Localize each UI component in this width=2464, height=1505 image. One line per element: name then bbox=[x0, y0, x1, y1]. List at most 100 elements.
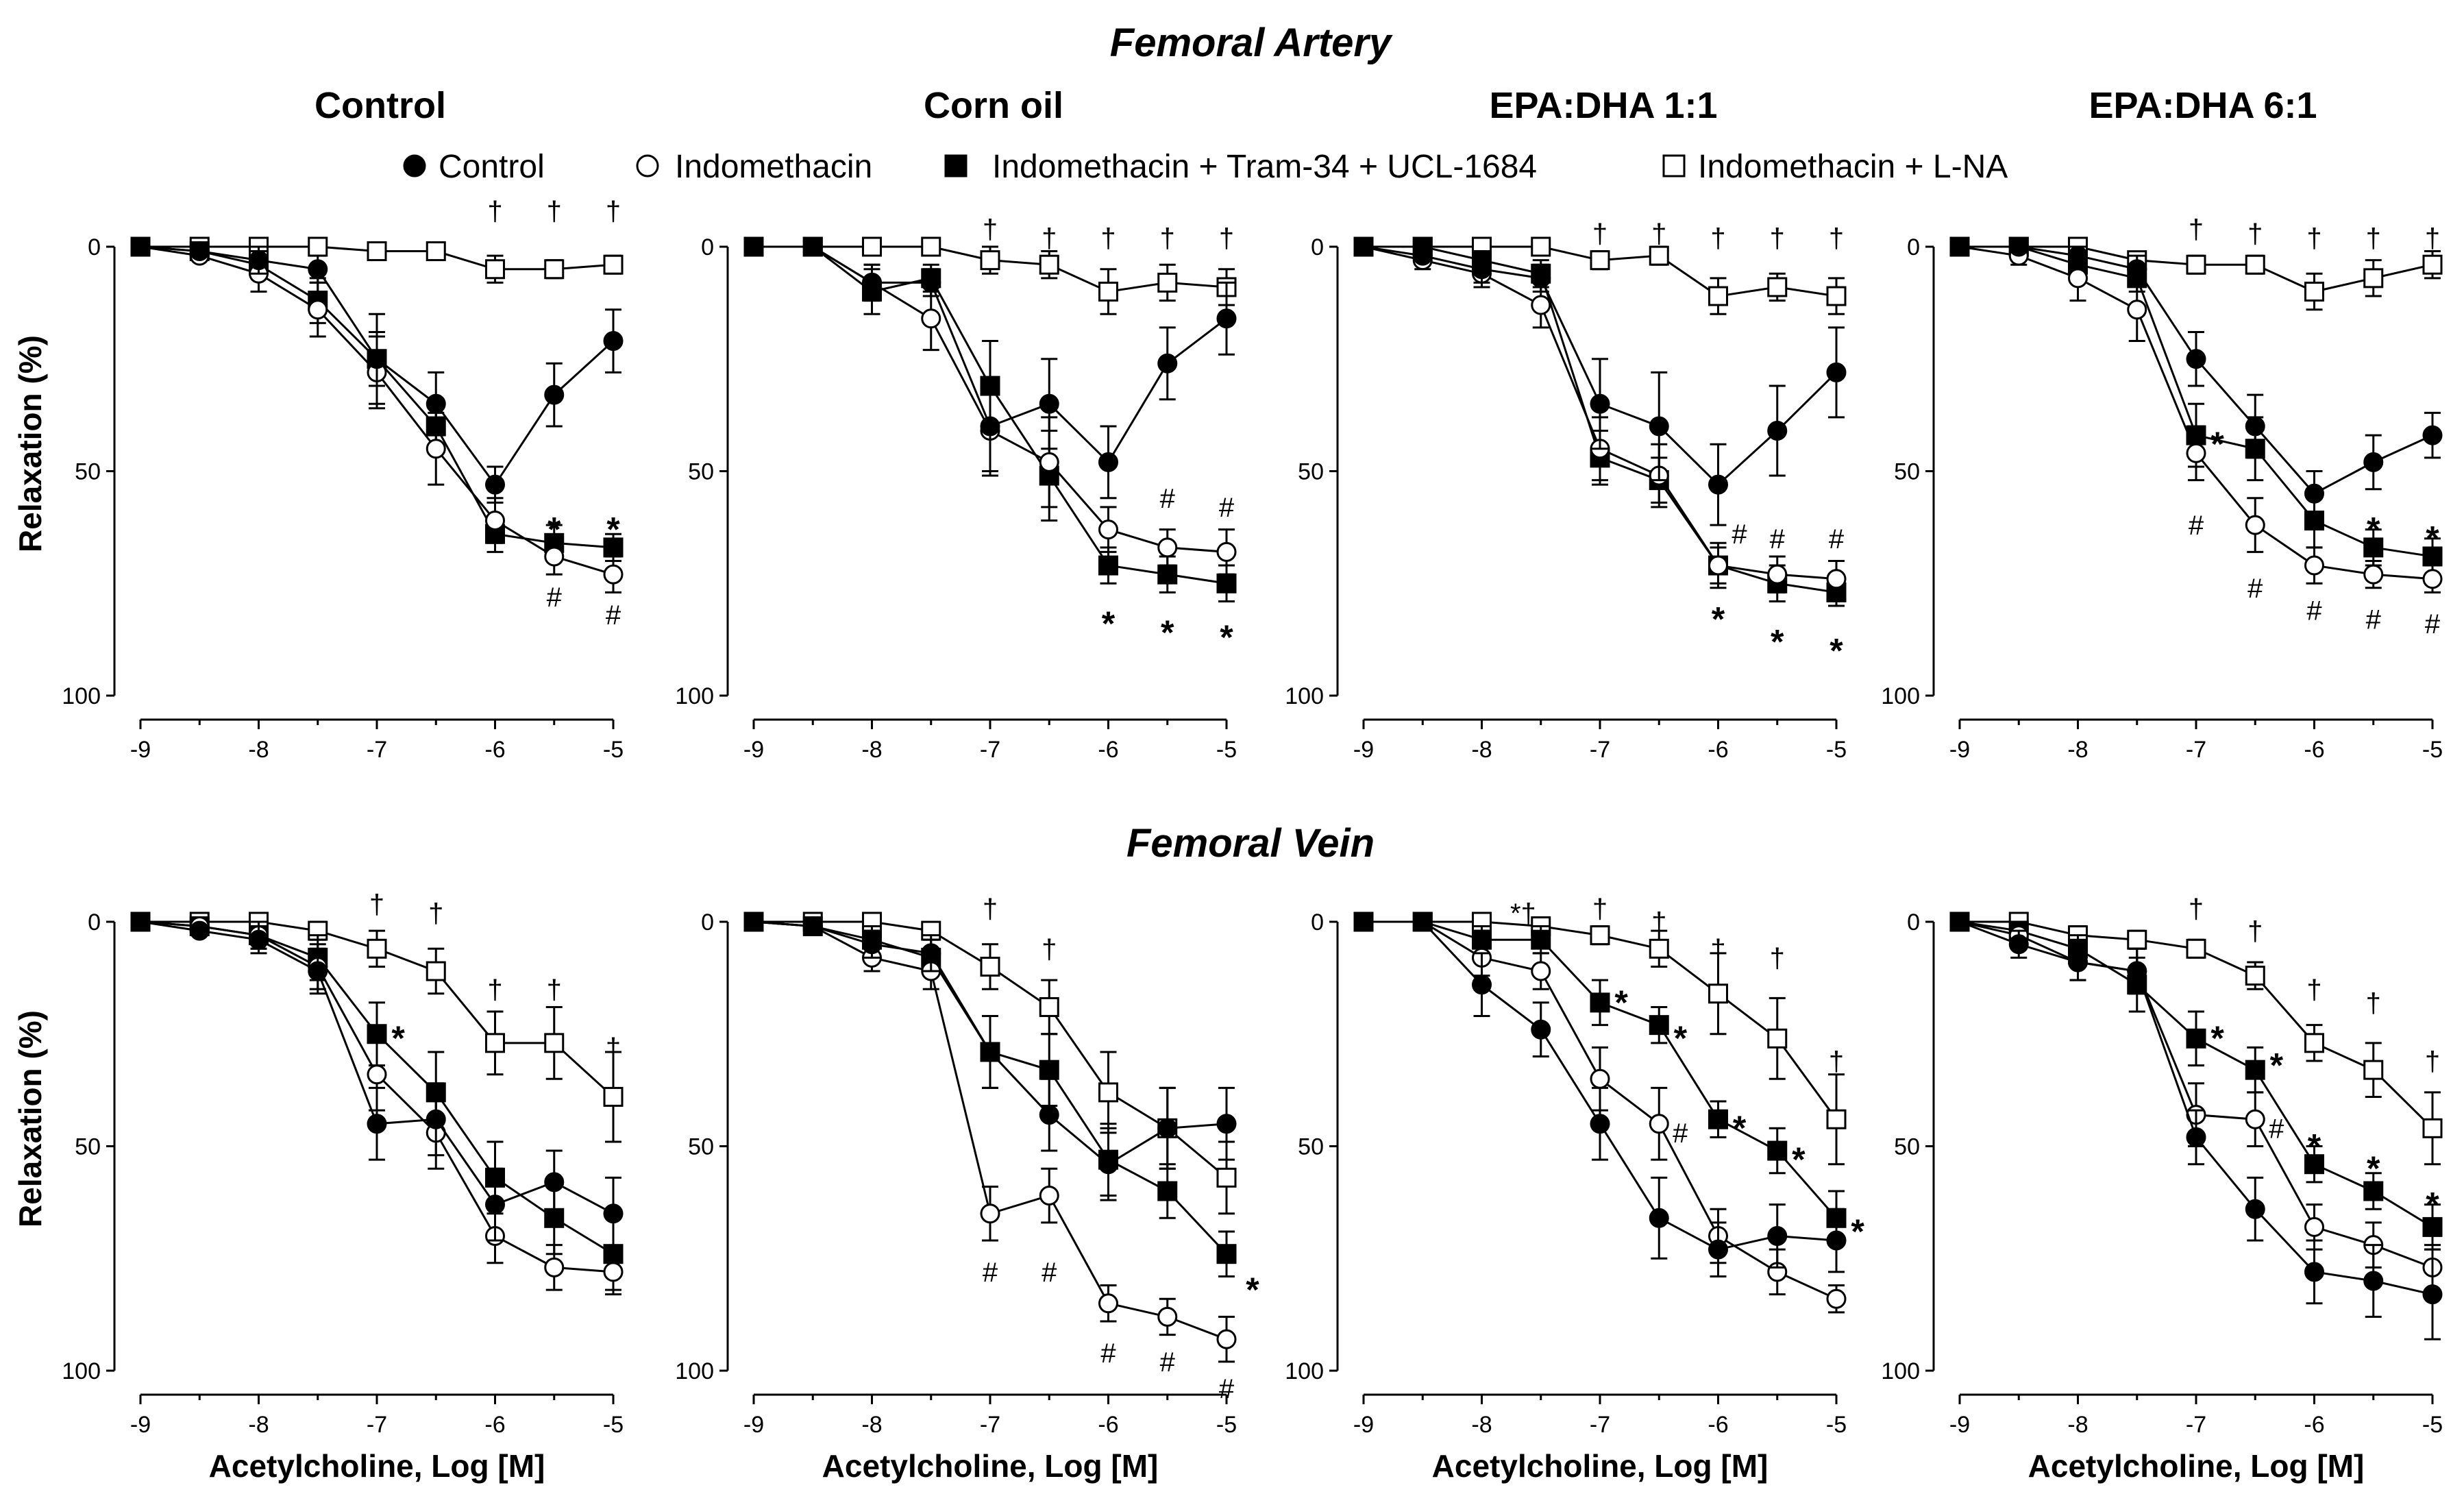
data-point bbox=[1590, 992, 1610, 1013]
y-tick-label: 50 bbox=[1894, 1134, 1920, 1160]
data-point bbox=[544, 259, 565, 280]
data-point bbox=[1157, 272, 1178, 293]
y-tick-label: 100 bbox=[675, 1358, 714, 1384]
data-point bbox=[1098, 282, 1118, 302]
series-line-tram34 bbox=[1959, 920, 2433, 1228]
data-point bbox=[189, 241, 210, 262]
x-tick-label: -8 bbox=[1471, 1412, 1492, 1438]
data-point bbox=[485, 1033, 505, 1053]
series-tram34 bbox=[1949, 911, 2443, 1251]
significance-mark: * bbox=[1792, 1140, 1806, 1179]
x-tick-label: -5 bbox=[603, 1412, 624, 1438]
x-axis-title: Acetylcholine, Log [M] bbox=[2028, 1448, 2365, 1484]
y-axis-title: Relaxation (%) bbox=[12, 1010, 48, 1227]
x-tick-label: -9 bbox=[1353, 737, 1374, 763]
significance-mark: * bbox=[1712, 600, 1725, 639]
significance-mark: * bbox=[1733, 1109, 1747, 1147]
data-point bbox=[1039, 452, 1059, 472]
data-point bbox=[1216, 1114, 1237, 1134]
significance-mark: † bbox=[606, 197, 621, 227]
significance-mark: † bbox=[2247, 219, 2263, 249]
data-point bbox=[1531, 929, 1551, 950]
significance-mark: † bbox=[1042, 223, 1057, 254]
data-point bbox=[2008, 236, 2029, 257]
x-tick-label: -6 bbox=[1708, 737, 1728, 763]
significance-mark: † bbox=[1592, 894, 1607, 924]
significance-mark: * bbox=[2210, 425, 2224, 463]
data-point bbox=[485, 259, 505, 280]
data-point bbox=[980, 957, 1000, 977]
data-point bbox=[862, 934, 882, 955]
series-control bbox=[743, 236, 1237, 500]
x-tick-label: -8 bbox=[861, 737, 882, 763]
y-tick-label: 0 bbox=[701, 234, 714, 260]
significance-mark: † bbox=[2306, 223, 2321, 254]
panel-artery-epa-dha-6-1: 0 50 100 -9 -8 -7 -6 -5 † † † † † * * * # # # # # bbox=[1881, 215, 2443, 763]
y-tick-label: 50 bbox=[1298, 1134, 1324, 1160]
data-point bbox=[1649, 416, 1669, 437]
x-tick-label: -8 bbox=[861, 1412, 882, 1438]
data-point bbox=[1531, 295, 1551, 315]
data-point bbox=[1098, 519, 1118, 540]
data-point bbox=[426, 1109, 446, 1129]
y-axis-title: Relaxation (%) bbox=[12, 335, 48, 552]
data-point bbox=[1216, 1167, 1237, 1188]
data-point bbox=[980, 250, 1000, 271]
data-point bbox=[1412, 911, 1433, 932]
data-point bbox=[249, 929, 269, 950]
significance-mark: † bbox=[2189, 215, 2204, 245]
data-point bbox=[1216, 1329, 1237, 1349]
data-point bbox=[1826, 362, 1847, 382]
x-tick-label: -6 bbox=[1708, 1412, 1728, 1438]
artery-row-title: Femoral Artery bbox=[1110, 21, 1393, 65]
x-tick-label: -6 bbox=[2304, 737, 2324, 763]
data-point bbox=[921, 943, 941, 964]
data-point bbox=[603, 1203, 624, 1224]
significance-mark: # bbox=[1732, 519, 1747, 550]
legend-label-lna: Indomethacin + L-NA bbox=[1698, 149, 2008, 185]
significance-mark: * bbox=[1674, 1019, 1688, 1057]
y-tick-label: 50 bbox=[1894, 459, 1920, 485]
data-point bbox=[1039, 1186, 1059, 1206]
series-indomethacin bbox=[1949, 236, 2443, 594]
y-tick-label: 100 bbox=[62, 683, 101, 709]
data-point bbox=[603, 254, 624, 275]
series-line-indomethacin bbox=[140, 245, 614, 576]
data-point bbox=[2422, 425, 2443, 445]
significance-mark: * bbox=[2270, 1047, 2284, 1085]
data-point bbox=[1826, 286, 1847, 306]
data-point bbox=[1767, 1140, 1788, 1161]
series-control bbox=[1949, 911, 2443, 1341]
data-point bbox=[2422, 1118, 2443, 1138]
data-point bbox=[1098, 1082, 1118, 1103]
data-point bbox=[1157, 1306, 1178, 1327]
series-control bbox=[130, 236, 624, 504]
significance-mark: # bbox=[1160, 1347, 1176, 1378]
significance-mark: # bbox=[1219, 1374, 1235, 1404]
data-point bbox=[130, 236, 151, 257]
data-point bbox=[1590, 250, 1610, 271]
significance-mark: † bbox=[1651, 907, 1666, 938]
significance-mark: * bbox=[1246, 1271, 1259, 1309]
data-point bbox=[921, 236, 941, 257]
significance-mark: * bbox=[2210, 1019, 2224, 1057]
panel-artery-corn-oil: 0 50 100 -9 -8 -7 -6 -5 † † † † † # # * * * bbox=[675, 215, 1237, 763]
column-title-epa-dha-6-1: EPA:DHA 6:1 bbox=[2089, 85, 2317, 126]
data-point bbox=[2363, 452, 2384, 472]
significance-mark: † bbox=[2425, 1047, 2440, 1077]
data-point bbox=[544, 1172, 565, 1192]
significance-mark: # bbox=[983, 1258, 998, 1288]
data-point bbox=[1531, 961, 1551, 981]
significance-mark: † bbox=[547, 975, 562, 1005]
data-point bbox=[544, 1033, 565, 1053]
data-point bbox=[2363, 268, 2384, 289]
data-point bbox=[1039, 1105, 1059, 1125]
data-point bbox=[1649, 1208, 1669, 1228]
x-tick-label: -9 bbox=[130, 1412, 151, 1438]
significance-mark: # bbox=[1100, 1338, 1116, 1369]
data-point bbox=[1826, 569, 1847, 589]
significance-mark: # bbox=[1042, 1258, 1057, 1288]
significance-mark: † bbox=[1219, 223, 1234, 254]
data-point bbox=[802, 236, 823, 257]
data-point bbox=[544, 384, 565, 405]
